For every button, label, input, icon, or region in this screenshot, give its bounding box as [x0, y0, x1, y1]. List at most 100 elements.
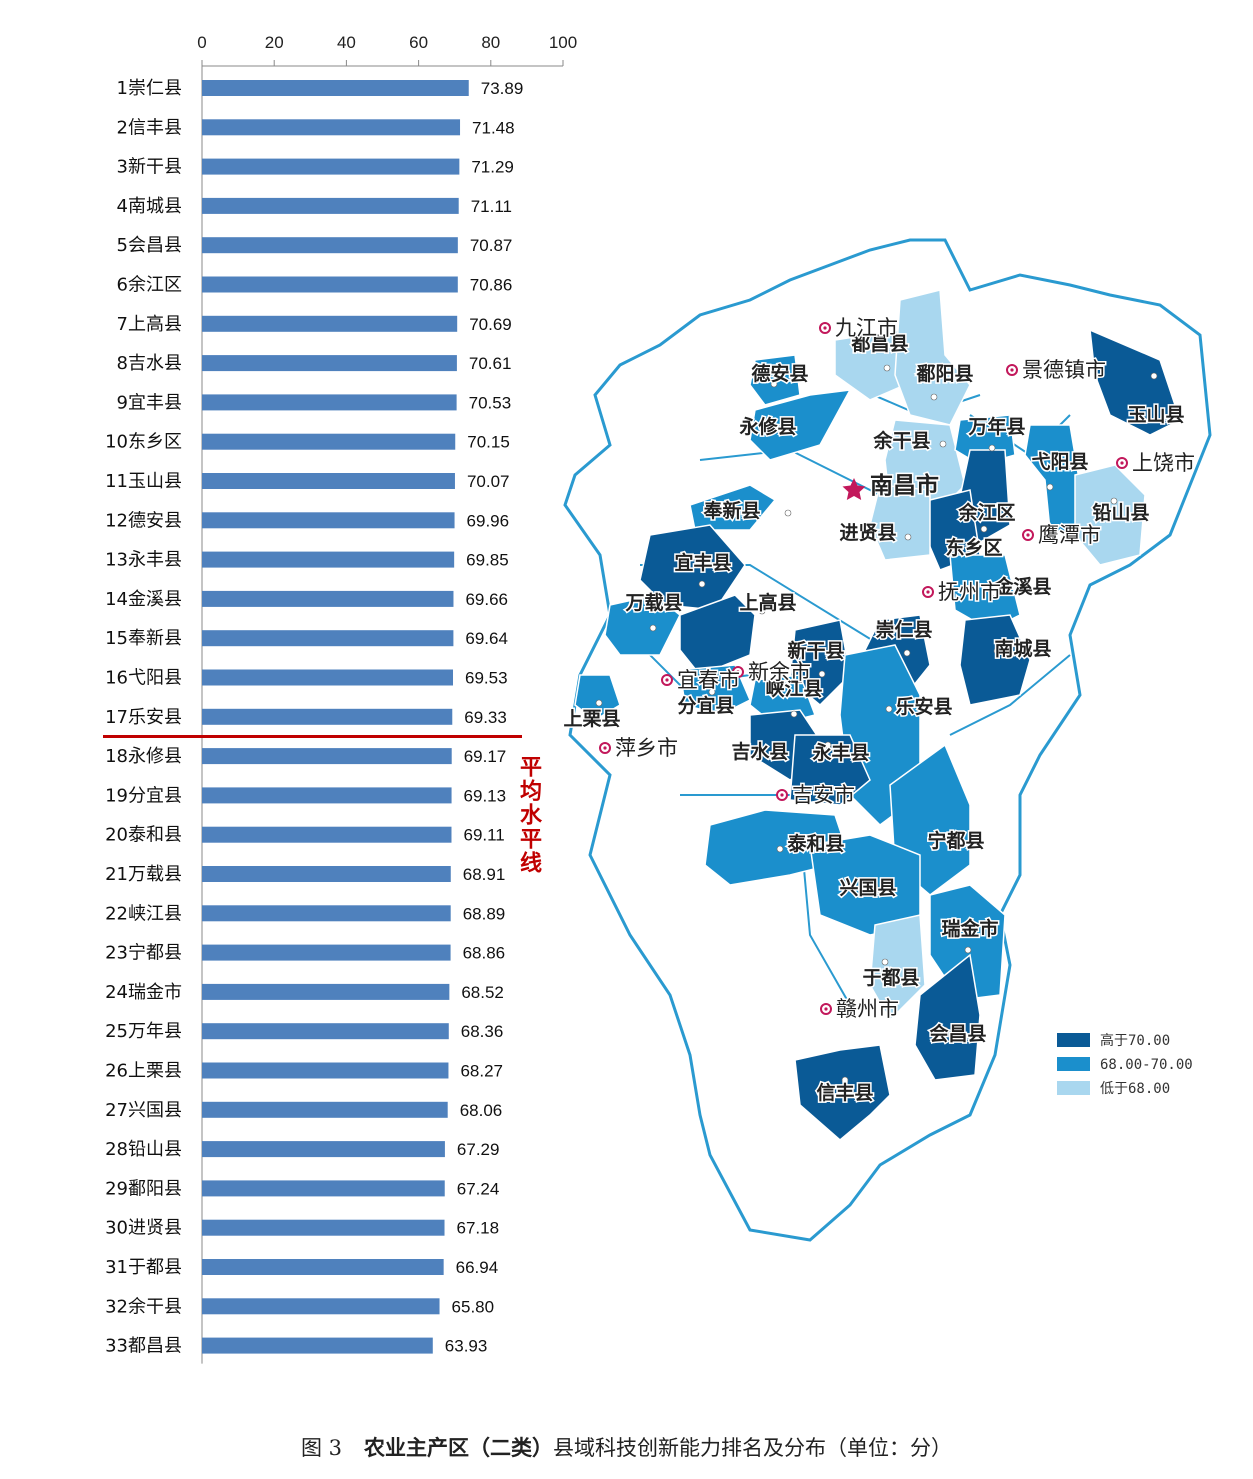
- county-dot: [818, 670, 826, 678]
- county-dot: [883, 364, 891, 372]
- category-label: 4南城县: [117, 196, 182, 217]
- bar: [202, 748, 452, 765]
- x-tick-label: 0: [197, 33, 206, 52]
- capital-label: 南昌市: [870, 472, 939, 499]
- city-label: 鹰潭市: [1038, 523, 1101, 547]
- category-label: 33都昌县: [105, 1336, 182, 1357]
- category-label: 29鄱阳县: [105, 1178, 182, 1199]
- legend-swatch: [1057, 1033, 1090, 1047]
- county-label: 宁都县: [927, 829, 984, 852]
- county-region: [914, 953, 981, 1081]
- bar: [202, 630, 454, 647]
- value-label: 71.48: [472, 118, 515, 137]
- county-dot: [930, 393, 938, 401]
- bar: [202, 1141, 445, 1158]
- county-label: 德安县: [751, 362, 808, 385]
- category-label: 31于都县: [105, 1257, 182, 1278]
- value-label: 69.64: [465, 629, 508, 648]
- county-dot: [885, 705, 893, 713]
- category-label: 22峡江县: [105, 903, 182, 924]
- value-label: 69.66: [465, 590, 508, 609]
- bar: [202, 80, 469, 96]
- county-label: 于都县: [862, 967, 919, 989]
- bar: [202, 1023, 449, 1040]
- county-label: 万载县: [624, 591, 682, 614]
- county-label: 上栗县: [563, 708, 620, 730]
- value-label: 69.85: [466, 551, 509, 570]
- bar: [202, 355, 457, 372]
- county-label: 余干县: [872, 429, 930, 452]
- category-label: 15奉新县: [105, 628, 182, 649]
- city-label: 九江市: [835, 316, 898, 340]
- city-marker-dot: [1010, 368, 1014, 372]
- county-region: [794, 1044, 891, 1141]
- bar: [202, 708, 453, 725]
- bar: [202, 276, 458, 293]
- value-label: 69.53: [465, 669, 508, 688]
- county-region: [959, 614, 1031, 706]
- category-label: 1崇仁县: [117, 78, 182, 99]
- city-marker-dot: [824, 1007, 828, 1011]
- bar: [202, 590, 454, 607]
- bar: [202, 669, 454, 686]
- legend-label: 68.00-70.00: [1100, 1057, 1193, 1073]
- category-label: 28铅山县: [105, 1139, 182, 1160]
- county-region: [679, 594, 756, 676]
- bar: [202, 197, 459, 214]
- category-label: 3新干县: [117, 157, 182, 178]
- category-label: 21万载县: [105, 864, 182, 885]
- county-label: 信丰县: [816, 1081, 873, 1104]
- legend-swatch: [1057, 1081, 1090, 1095]
- value-label: 69.33: [464, 708, 507, 727]
- value-label: 68.27: [460, 1062, 503, 1081]
- interior-border: [949, 654, 1071, 736]
- county-dot: [784, 509, 792, 517]
- category-label: 10东乡区: [105, 432, 182, 453]
- category-label: 8吉水县: [117, 353, 182, 374]
- city-marker-dot: [665, 678, 669, 682]
- county-label: 会昌县: [929, 1022, 986, 1045]
- city-label: 景德镇市: [1022, 358, 1106, 382]
- category-label: 24瑞金市: [105, 982, 182, 1003]
- value-label: 70.61: [469, 354, 512, 373]
- figure-number: 图 3: [300, 1436, 343, 1460]
- bar: [202, 237, 458, 254]
- county-dot: [758, 607, 766, 615]
- county-label: 乐安县: [895, 695, 952, 718]
- bar: [202, 1298, 440, 1315]
- legend-swatch: [1057, 1057, 1090, 1071]
- county-dot: [1110, 497, 1118, 505]
- city-label: 宜春市: [677, 668, 740, 692]
- county-dot: [764, 418, 772, 426]
- county-region: [749, 354, 801, 406]
- city-marker-dot: [823, 326, 827, 330]
- bar: [202, 433, 456, 450]
- county-label: 瑞金市: [941, 917, 998, 940]
- value-label: 70.86: [470, 276, 513, 295]
- bar: [202, 866, 451, 882]
- value-label: 68.52: [461, 983, 504, 1002]
- county-dot: [770, 380, 778, 388]
- county-label: 吉水县: [731, 740, 788, 763]
- county-label: 南城县: [994, 637, 1051, 660]
- x-tick-label: 20: [265, 33, 284, 52]
- county-region: [834, 329, 906, 401]
- county-dot: [841, 1076, 849, 1084]
- city-label: 萍乡市: [615, 736, 678, 760]
- county-label: 宜丰县: [674, 551, 731, 574]
- value-label: 68.89: [463, 904, 506, 923]
- county-dot: [988, 444, 996, 452]
- bar: [202, 1259, 444, 1275]
- county-dot: [993, 647, 1001, 655]
- x-tick-label: 100: [549, 33, 577, 52]
- bar: [202, 1219, 445, 1236]
- value-label: 70.87: [470, 236, 513, 255]
- category-label: 20泰和县: [105, 825, 182, 846]
- bar: [202, 119, 461, 136]
- category-label: 32余干县: [105, 1296, 182, 1317]
- county-label: 兴国县: [839, 877, 896, 899]
- value-label: 69.17: [464, 747, 507, 766]
- county-region: [1089, 328, 1181, 436]
- caption-bold-title: 农业主产区（二类）: [364, 1435, 554, 1460]
